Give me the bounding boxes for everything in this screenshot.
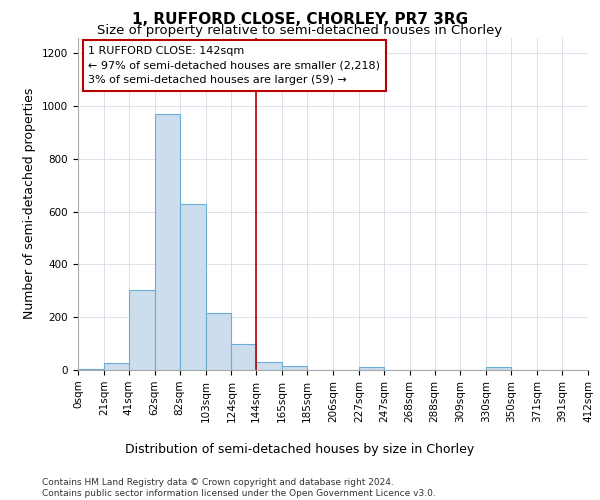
Bar — [256, 362, 282, 370]
Bar — [78, 368, 104, 370]
Bar — [155, 114, 179, 370]
Bar — [205, 314, 232, 370]
Bar — [104, 364, 129, 370]
Y-axis label: Number of semi-detached properties: Number of semi-detached properties — [23, 88, 37, 320]
Bar — [232, 344, 256, 370]
Bar — [282, 366, 307, 370]
Text: Contains HM Land Registry data © Crown copyright and database right 2024.
Contai: Contains HM Land Registry data © Crown c… — [42, 478, 436, 498]
Bar — [179, 204, 205, 370]
Text: Size of property relative to semi-detached houses in Chorley: Size of property relative to semi-detach… — [97, 24, 503, 37]
Bar — [487, 367, 511, 370]
Text: Distribution of semi-detached houses by size in Chorley: Distribution of semi-detached houses by … — [125, 442, 475, 456]
Text: 1, RUFFORD CLOSE, CHORLEY, PR7 3RG: 1, RUFFORD CLOSE, CHORLEY, PR7 3RG — [132, 12, 468, 28]
Text: 1 RUFFORD CLOSE: 142sqm
← 97% of semi-detached houses are smaller (2,218)
3% of : 1 RUFFORD CLOSE: 142sqm ← 97% of semi-de… — [88, 46, 380, 86]
Bar — [359, 368, 384, 370]
Bar — [129, 290, 155, 370]
